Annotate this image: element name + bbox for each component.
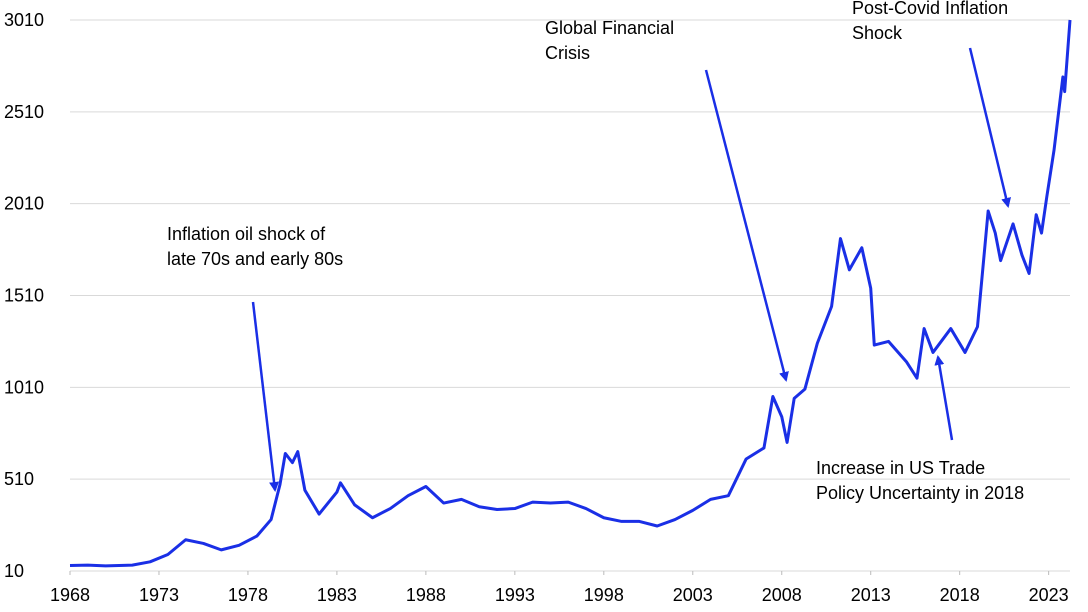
y-tick-label: 2010 [4, 194, 44, 214]
arrow [934, 355, 954, 441]
y-tick-label: 510 [4, 469, 34, 489]
y-tick-label: 10 [4, 561, 24, 581]
y-tick-label: 3010 [4, 10, 44, 30]
x-tick-label: 1993 [495, 585, 535, 605]
y-tick-label: 1510 [4, 286, 44, 306]
arrow [704, 69, 789, 382]
x-tick-label: 2003 [673, 585, 713, 605]
x-tick-label: 2023 [1029, 585, 1069, 605]
x-tick-label: 1998 [584, 585, 624, 605]
arrow [968, 47, 1011, 208]
x-tick-label: 1978 [228, 585, 268, 605]
x-tick-label: 1973 [139, 585, 179, 605]
annotation: Increase in US Trade Policy Uncertainty i… [816, 458, 1024, 503]
annotation: Post-Covid Inflation Shock [852, 0, 1008, 43]
x-tick-label: 2013 [851, 585, 891, 605]
y-tick-label: 2510 [4, 102, 44, 122]
y-tick-label: 1010 [4, 377, 44, 397]
data-line [69, 19, 1072, 568]
x-tick-label: 1983 [317, 585, 357, 605]
arrow [251, 301, 280, 492]
x-tick-label: 1968 [50, 585, 90, 605]
x-tick-label: 2018 [940, 585, 980, 605]
x-tick-label: 2008 [762, 585, 802, 605]
annotation: Global Financial Crisis [545, 18, 674, 63]
annotation: Inflation oil shock of late 70s and early… [167, 224, 343, 269]
x-tick-label: 1988 [406, 585, 446, 605]
